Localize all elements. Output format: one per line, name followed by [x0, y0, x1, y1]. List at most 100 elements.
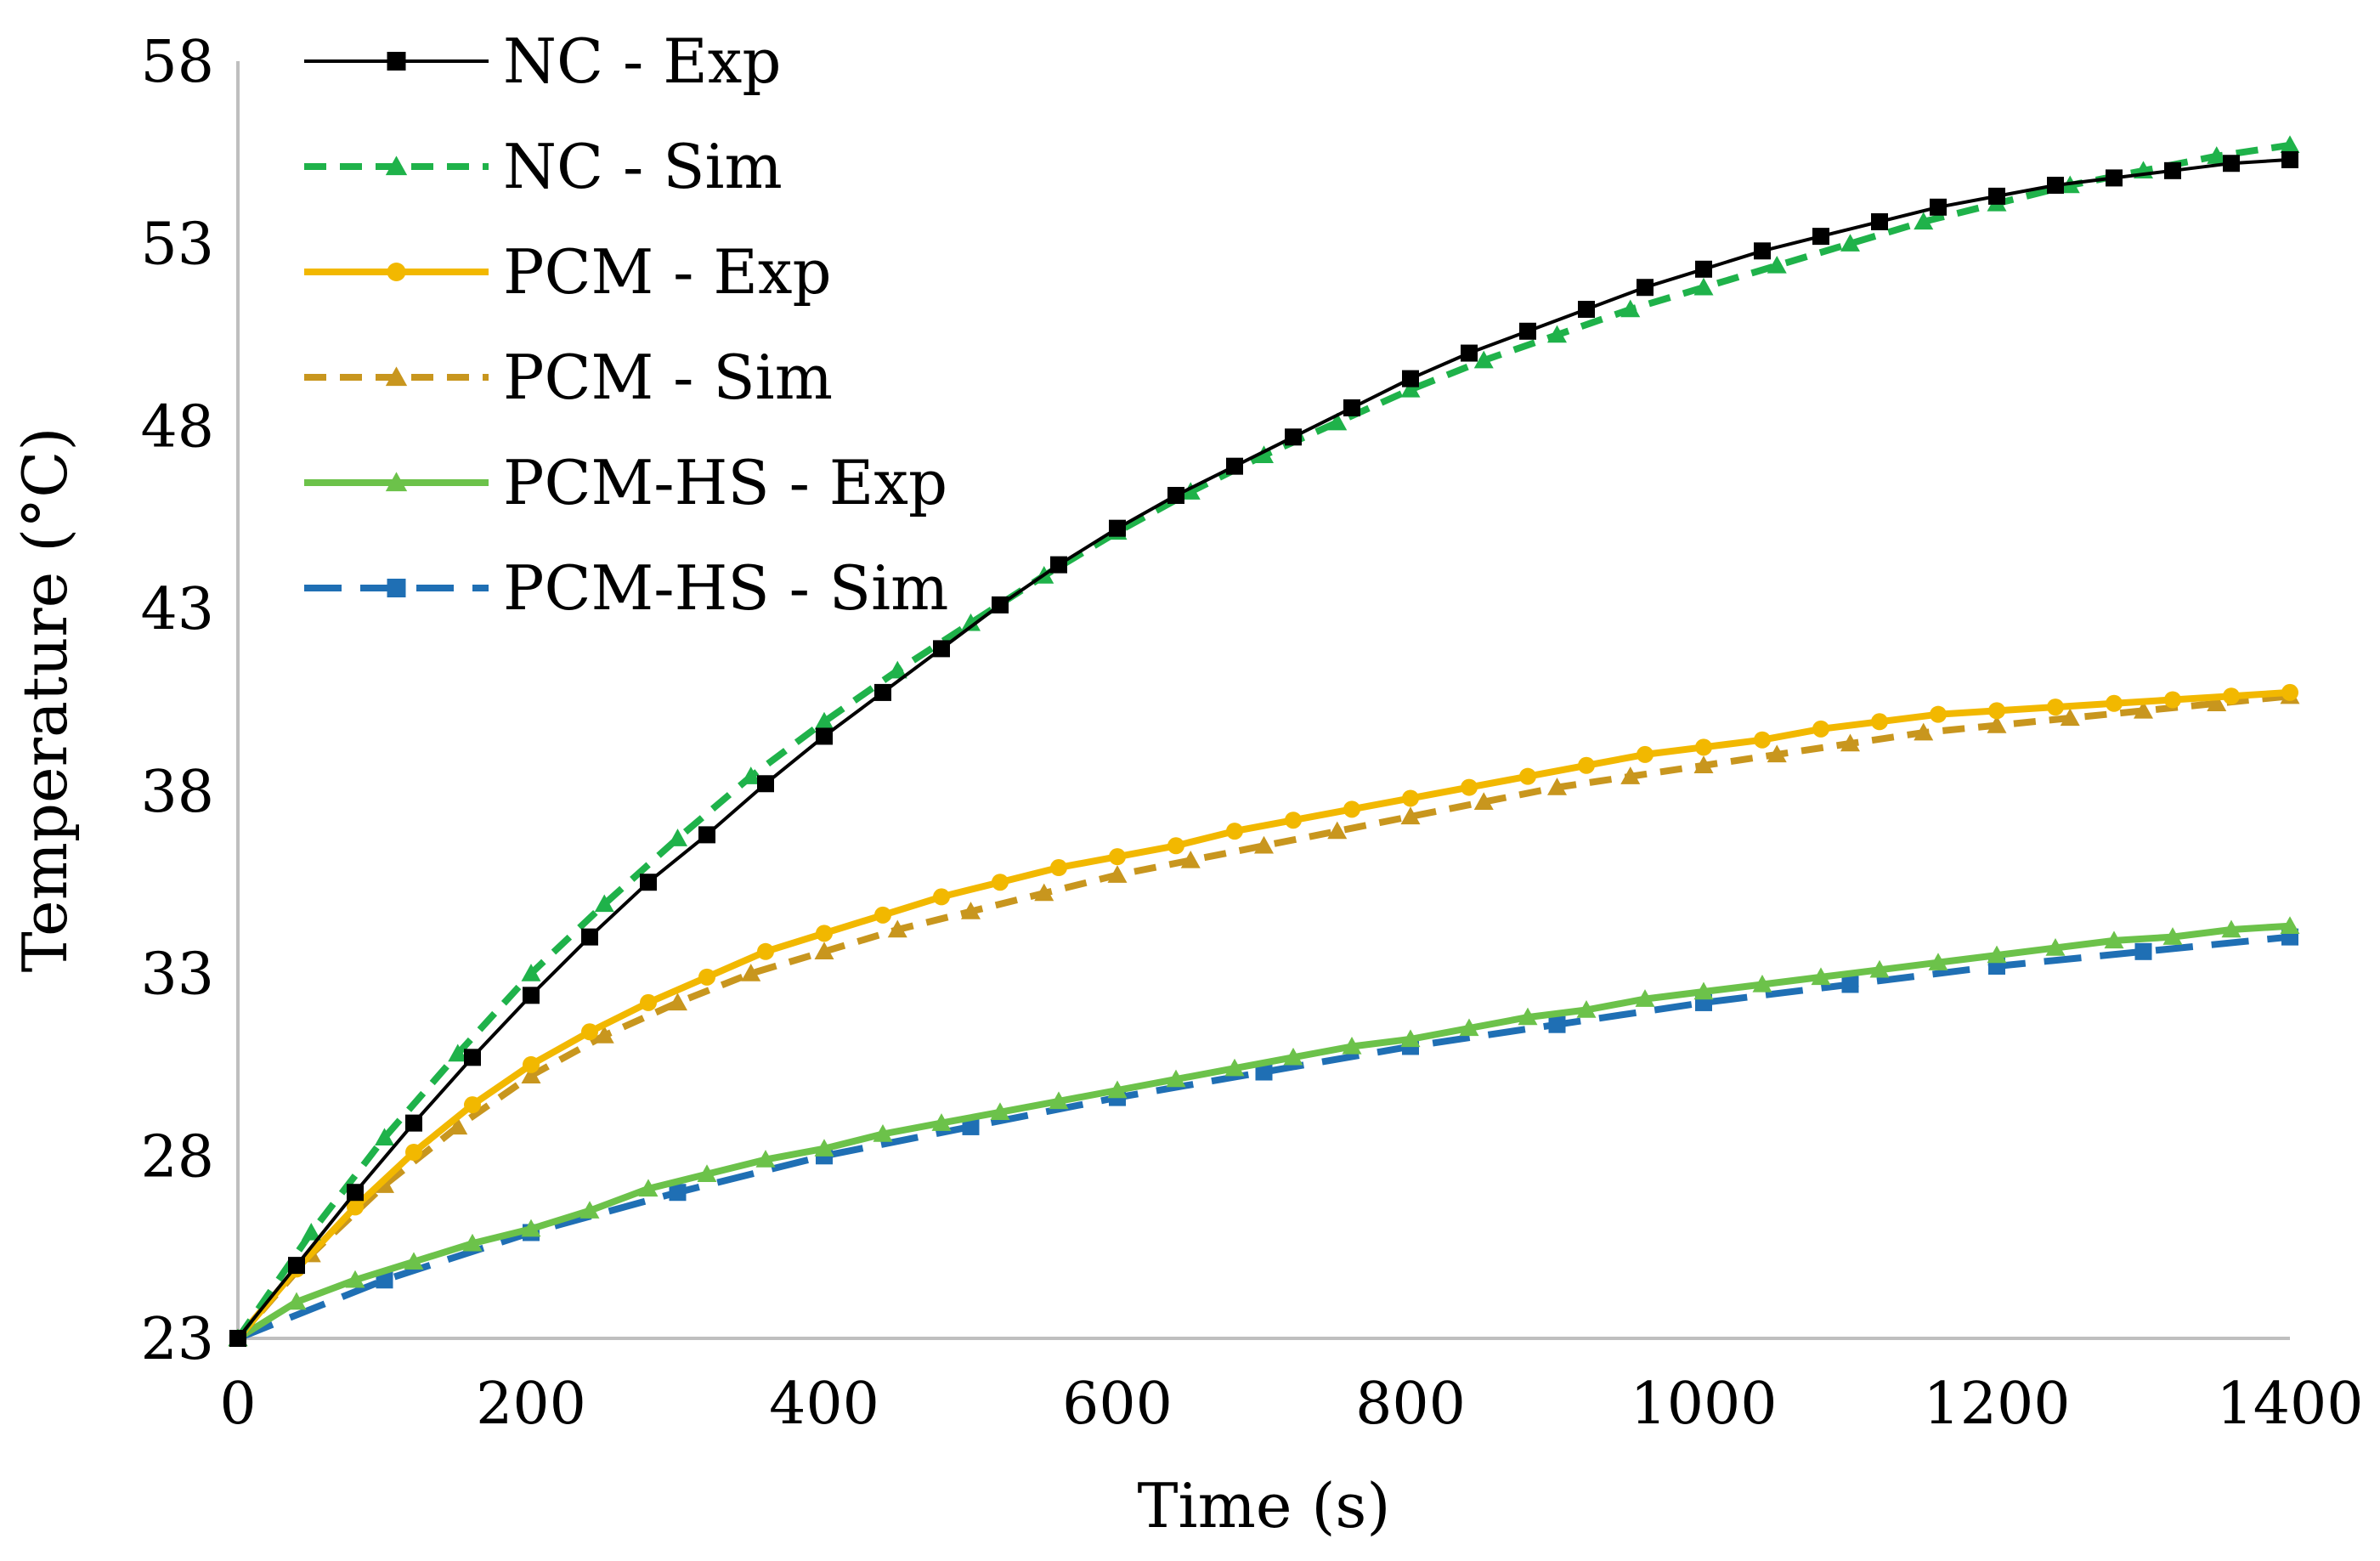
data-point: [523, 987, 540, 1004]
data-point: [640, 993, 657, 1011]
data-point: [814, 711, 834, 730]
data-point: [1988, 702, 2005, 720]
series-line: [235, 688, 2291, 1341]
series-5: [229, 928, 2298, 1347]
data-point: [640, 874, 657, 891]
x-tick-label: 1400: [2216, 1371, 2363, 1438]
data-point: [1578, 301, 1595, 319]
data-point: [1914, 212, 1934, 230]
series-line: [235, 141, 2291, 1341]
y-tick-label: 48: [140, 393, 214, 461]
data-point: [1226, 823, 1243, 840]
data-point: [1637, 745, 1654, 763]
legend-item: PCM - Exp: [304, 236, 832, 308]
data-point: [814, 1139, 834, 1157]
data-point: [1285, 812, 1302, 829]
data-point: [1840, 234, 1860, 252]
data-point: [816, 925, 833, 942]
data-point: [887, 660, 907, 679]
data-point: [448, 1117, 468, 1135]
data-point: [1754, 731, 1771, 749]
data-point: [1342, 1036, 1362, 1055]
legend-label: NC - Sim: [503, 131, 783, 202]
y-tick-label: 53: [140, 212, 214, 279]
data-point: [741, 766, 761, 784]
data-point: [698, 968, 715, 986]
legend-marker: [387, 579, 406, 597]
data-point: [931, 1113, 952, 1131]
data-point: [1547, 325, 1567, 343]
data-point: [2280, 135, 2300, 153]
data-point: [1693, 981, 1714, 1000]
data-point: [1254, 835, 1274, 854]
data-point: [1327, 412, 1348, 431]
data-point: [668, 829, 687, 846]
data-point: [1402, 370, 1419, 387]
data-point: [2281, 683, 2298, 701]
data-point: [404, 1252, 424, 1270]
data-point: [961, 902, 981, 919]
data-point: [1461, 778, 1478, 796]
data-point: [698, 826, 715, 844]
data-point: [1107, 865, 1128, 883]
series-2: [229, 683, 2298, 1347]
data-point: [992, 596, 1009, 614]
y-tick-label: 38: [140, 759, 214, 826]
data-point: [1693, 277, 1714, 296]
data-point: [462, 1233, 483, 1252]
data-point: [1343, 800, 1360, 818]
data-point: [1050, 556, 1067, 574]
x-tick-label: 600: [1062, 1371, 1173, 1438]
legend-label: NC - Exp: [503, 25, 781, 97]
data-point: [1400, 806, 1421, 825]
x-tick-label: 800: [1355, 1371, 1466, 1438]
data-point: [2134, 942, 2152, 960]
series-1: [228, 135, 2300, 1347]
legend-marker: [385, 472, 408, 492]
x-tick-label: 200: [476, 1371, 586, 1438]
data-point: [581, 928, 598, 946]
data-point: [668, 993, 687, 1011]
legend-label: PCM-HS - Sim: [503, 552, 948, 624]
data-point: [1695, 738, 1712, 756]
series-line: [235, 693, 2291, 1341]
data-point: [405, 1143, 422, 1161]
data-point: [1635, 989, 1655, 1007]
data-point: [1695, 260, 1712, 278]
data-point: [1050, 859, 1067, 877]
data-point: [755, 1150, 776, 1168]
data-point: [961, 613, 981, 631]
series-3: [228, 686, 2300, 1347]
data-point: [1166, 1069, 1186, 1088]
legend-label: PCM-HS - Exp: [503, 447, 947, 518]
legend-item: PCM-HS - Exp: [304, 447, 947, 518]
data-point: [697, 1164, 717, 1182]
data-point: [521, 964, 541, 981]
data-point: [1914, 722, 1934, 741]
data-point: [521, 1219, 541, 1237]
data-point: [933, 640, 950, 658]
legend-item: NC - Sim: [304, 131, 783, 202]
data-point: [887, 919, 907, 938]
legend-label: PCM - Sim: [503, 342, 833, 413]
data-point: [1928, 953, 1948, 970]
series-line: [236, 157, 2291, 1340]
data-point: [992, 874, 1009, 891]
data-point: [1637, 279, 1654, 297]
data-point: [2106, 694, 2123, 712]
data-point: [579, 1201, 600, 1219]
y-tick-label: 58: [140, 29, 214, 96]
data-point: [1254, 445, 1274, 463]
data-point: [1400, 1029, 1421, 1048]
legend-marker: [385, 156, 408, 176]
data-point: [1224, 1058, 1245, 1077]
data-point: [1988, 187, 2005, 205]
data-point: [229, 1330, 246, 1347]
data-point: [1841, 976, 1859, 993]
data-point: [741, 964, 761, 981]
y-axis-title: Temperature (°C): [9, 427, 81, 973]
series-0: [229, 150, 2298, 1347]
data-point: [1620, 299, 1641, 318]
data-point: [1109, 519, 1126, 537]
data-point: [1987, 715, 2007, 733]
